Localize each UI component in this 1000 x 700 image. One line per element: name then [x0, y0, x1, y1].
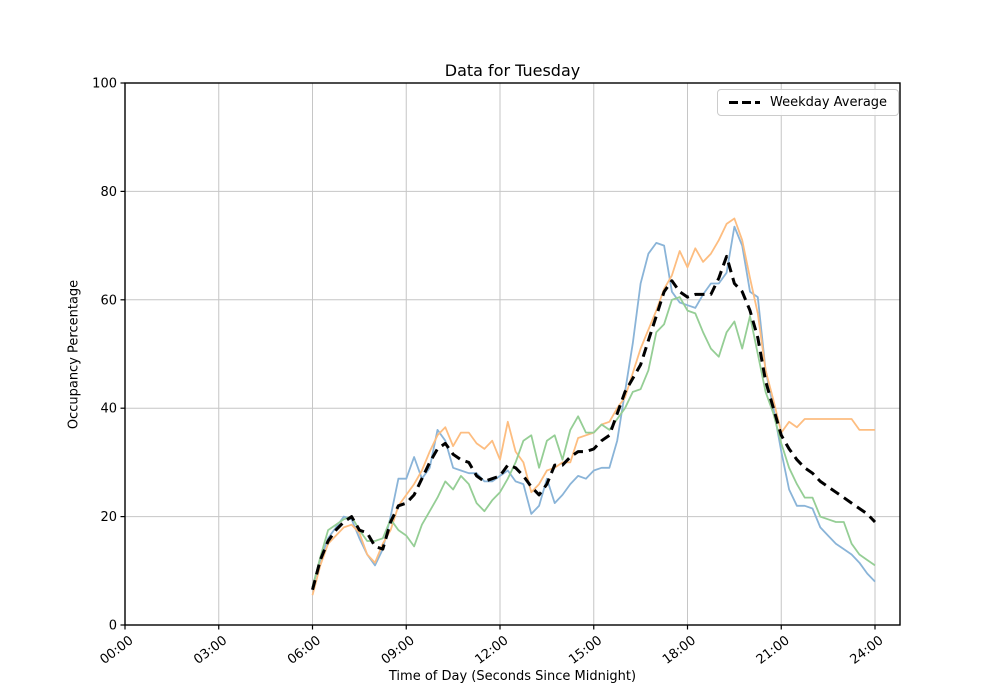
y-tick-label: 0	[109, 619, 117, 634]
legend-label: Weekday Average	[770, 95, 888, 110]
series-green-line	[311, 296, 876, 588]
x-tick-label: 03:00	[191, 633, 230, 668]
x-tick-label: 18:00	[660, 633, 699, 668]
x-axis-label: Time of Day (Seconds Since Midnight)	[388, 669, 637, 684]
x-tick-label: 09:00	[379, 633, 418, 668]
y-axis-label: Occupancy Percentage	[66, 279, 82, 430]
x-tick-label: 06:00	[285, 633, 324, 668]
x-tick-label: 24:00	[847, 633, 886, 668]
chart-title: Data for Tuesday	[444, 61, 581, 80]
series-blue-line	[311, 225, 876, 588]
axes-spines	[124, 82, 901, 626]
x-tick-label: 12:00	[472, 633, 511, 668]
x-tick-label: 21:00	[754, 633, 793, 668]
y-tick-label: 20	[100, 510, 117, 525]
legend: Weekday Average	[717, 89, 900, 116]
weekday-average-line	[311, 254, 877, 591]
x-tick-label: 15:00	[566, 633, 605, 668]
x-tick-label: 00:00	[97, 633, 136, 668]
y-tick-label: 80	[100, 185, 117, 200]
dashed-line-icon	[729, 101, 760, 104]
y-tick-label: 60	[100, 293, 117, 308]
y-tick-label: 100	[92, 77, 117, 92]
y-tick-label: 40	[100, 402, 117, 417]
